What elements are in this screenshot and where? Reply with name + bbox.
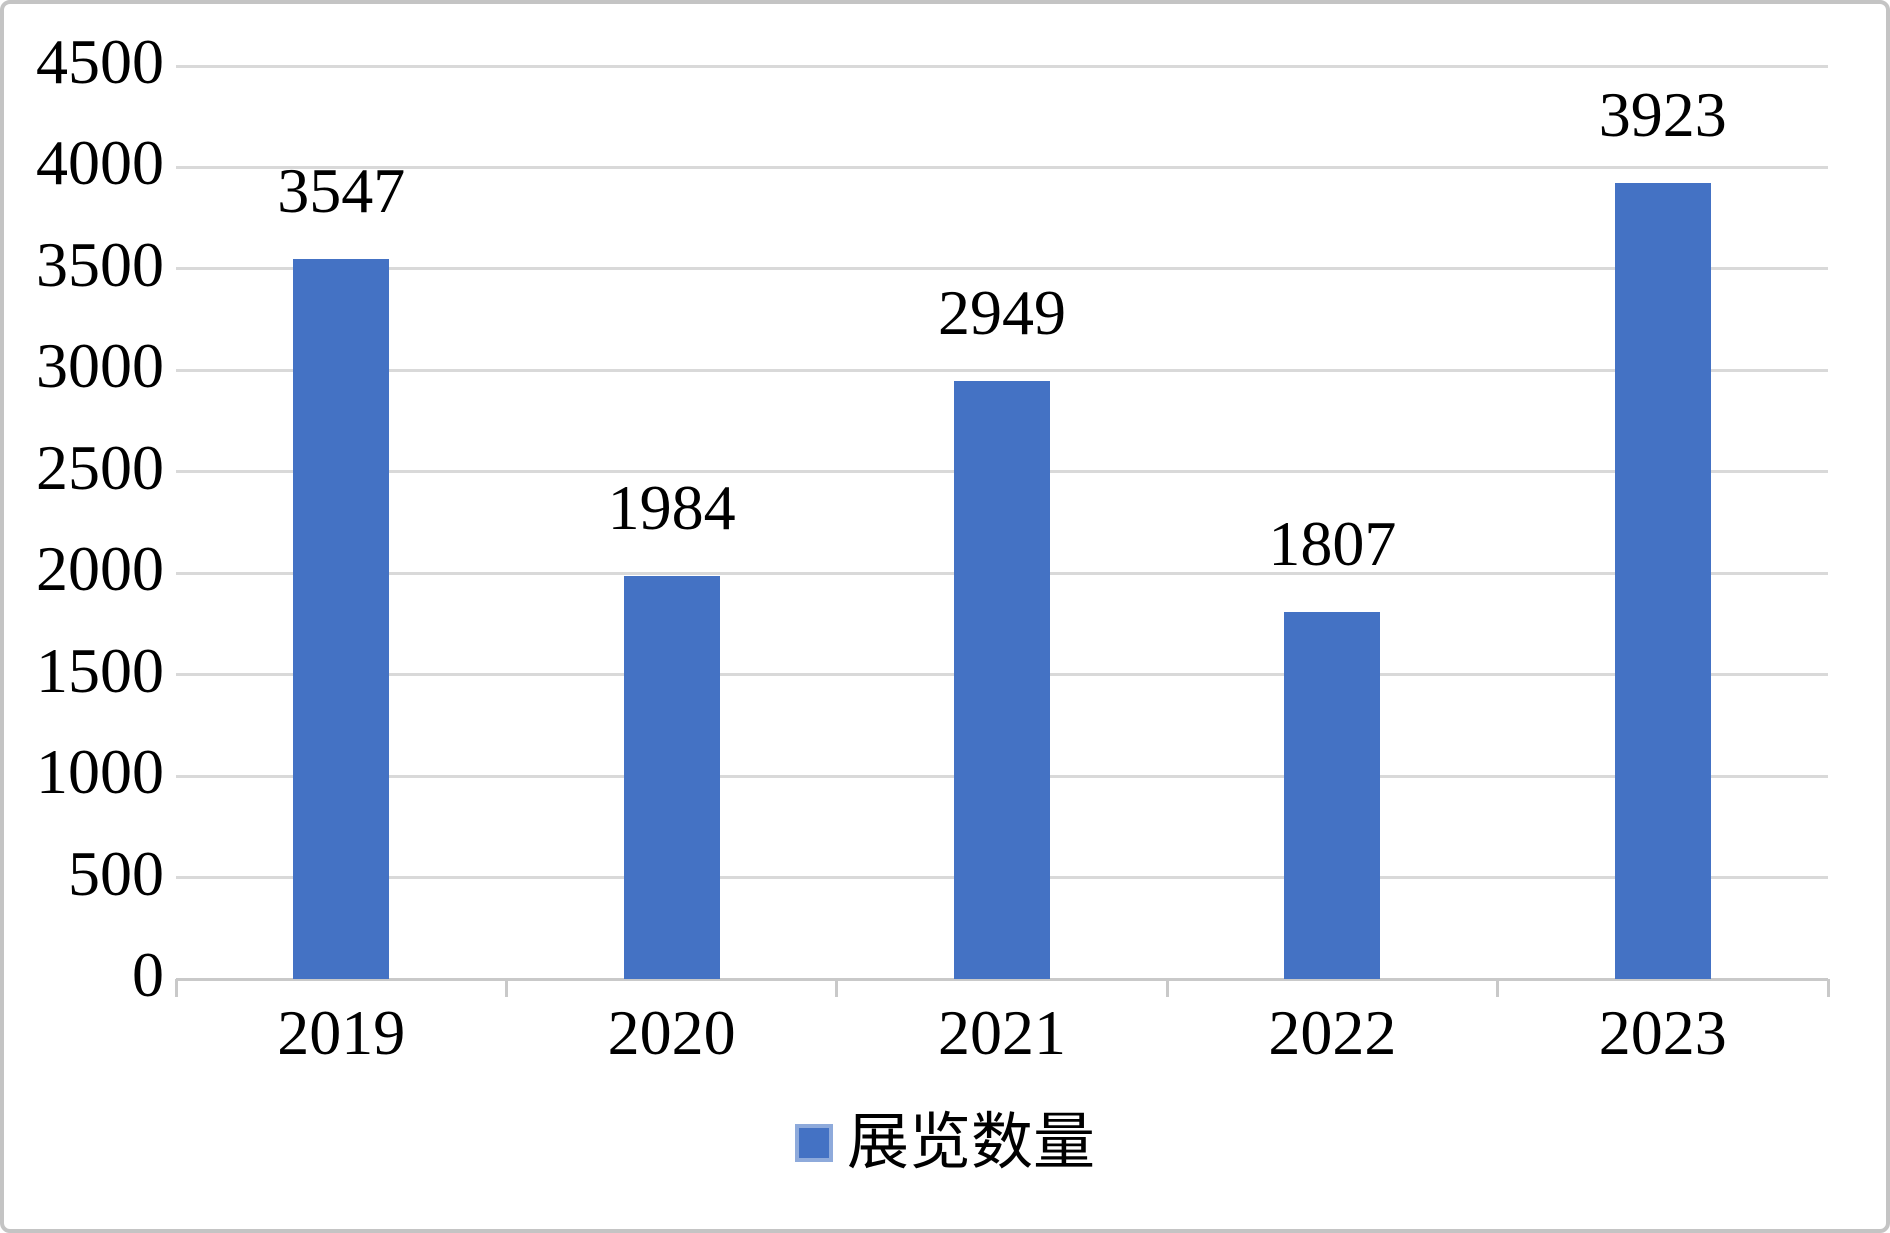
x-axis-category-label: 2023 xyxy=(1598,997,1727,1068)
legend-label: 展览数量 xyxy=(846,1109,1095,1177)
legend-marker-icon xyxy=(794,1124,833,1162)
y-axis-tick-label: 3000 xyxy=(36,330,164,402)
x-axis-category-label: 2021 xyxy=(938,997,1066,1068)
data-label-2021: 2949 xyxy=(938,276,1066,348)
x-axis-category-label: 2019 xyxy=(277,997,406,1068)
gridline-y-3500 xyxy=(176,267,1828,271)
data-label-2019: 3547 xyxy=(277,155,406,227)
data-label-2022: 1807 xyxy=(1268,508,1397,580)
bar-2019[interactable] xyxy=(293,259,390,979)
y-axis-tick-label: 1500 xyxy=(36,634,164,706)
gridline-y-4000 xyxy=(176,165,1828,169)
x-axis-tick xyxy=(835,979,839,997)
y-axis-tick-label: 0 xyxy=(132,939,164,1010)
x-axis-tick xyxy=(174,979,178,997)
data-label-2023: 3923 xyxy=(1598,79,1727,151)
x-axis-tick xyxy=(1826,979,1830,997)
x-axis-category-label: 2022 xyxy=(1268,997,1397,1068)
x-axis-tick xyxy=(504,979,508,997)
y-axis-tick-label: 2500 xyxy=(36,431,164,503)
x-axis-tick xyxy=(1165,979,1169,997)
y-axis-tick-label: 3500 xyxy=(36,228,164,300)
y-axis-tick-label: 4000 xyxy=(36,127,164,199)
legend[interactable]: 展览数量 xyxy=(4,1112,1886,1174)
bar-2021[interactable] xyxy=(954,380,1050,979)
y-axis-tick-label: 4500 xyxy=(36,26,164,97)
bar-2020[interactable] xyxy=(623,576,720,979)
data-label-2020: 1984 xyxy=(607,472,736,544)
x-axis-category-label: 2020 xyxy=(607,997,736,1068)
x-axis-line xyxy=(176,977,1828,981)
gridline-y-4500 xyxy=(176,64,1828,68)
y-axis-tick-label: 500 xyxy=(68,837,164,909)
y-axis-tick-label: 1000 xyxy=(36,736,164,808)
y-axis-tick-label: 2000 xyxy=(36,533,164,605)
gridline-y-3000 xyxy=(176,368,1828,372)
x-axis-tick xyxy=(1496,979,1500,997)
bar-2023[interactable] xyxy=(1614,183,1711,979)
bar-2022[interactable] xyxy=(1284,612,1381,979)
